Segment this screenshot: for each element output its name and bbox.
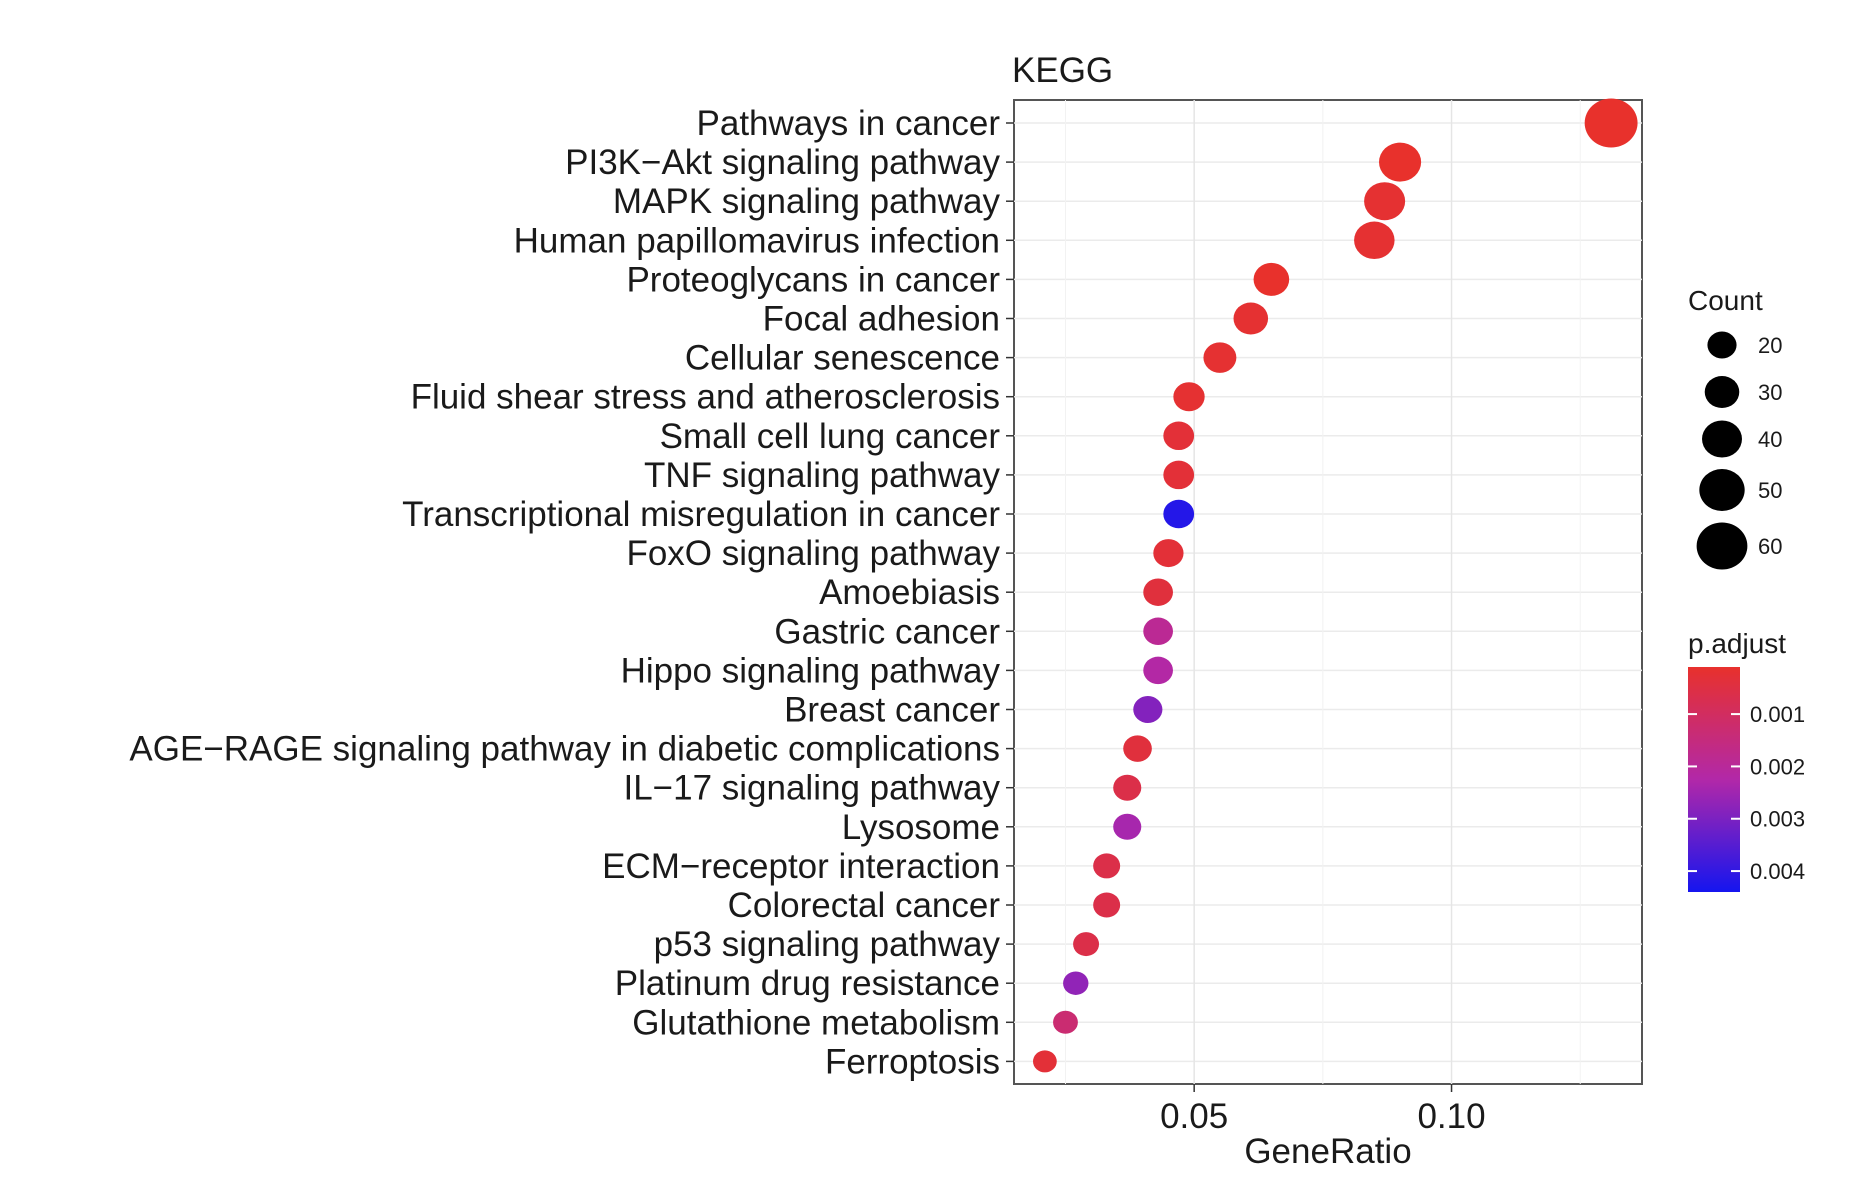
- y-tick-label: Platinum drug resistance: [615, 964, 1000, 1003]
- count-legend-label: 50: [1758, 478, 1782, 503]
- y-tick-label: Hippo signaling pathway: [621, 651, 1001, 690]
- y-tick-label: ECM−receptor interaction: [602, 847, 1000, 886]
- count-legend-dot: [1699, 469, 1745, 511]
- data-point: [1113, 813, 1142, 840]
- p-adjust-legend-title: p.adjust: [1688, 628, 1786, 659]
- count-legend-title: Count: [1688, 285, 1763, 316]
- data-point: [1173, 382, 1205, 412]
- x-axis: 0.05 0.10: [1160, 1084, 1486, 1136]
- data-point: [1163, 460, 1195, 490]
- y-tick-label: FoxO signaling pathway: [626, 534, 1000, 573]
- y-tick-label: Lysosome: [842, 808, 1000, 847]
- y-tick-label: p53 signaling pathway: [654, 925, 1001, 964]
- data-points: [1033, 98, 1638, 1073]
- y-tick-label: Gastric cancer: [774, 612, 1000, 651]
- count-legend-label: 60: [1758, 534, 1782, 559]
- count-legend-dot: [1704, 376, 1740, 408]
- data-point: [1354, 221, 1395, 260]
- x-tick-label: 0.05: [1160, 1097, 1228, 1136]
- data-point: [1584, 98, 1638, 148]
- y-tick-label: PI3K−Akt signaling pathway: [565, 143, 1000, 182]
- data-point: [1133, 696, 1163, 723]
- x-axis-label: GeneRatio: [1244, 1132, 1411, 1171]
- data-point: [1233, 302, 1269, 335]
- data-point: [1163, 499, 1195, 529]
- y-tick-label: IL−17 signaling pathway: [623, 769, 1000, 808]
- data-point: [1073, 932, 1100, 957]
- y-tick-label: Fluid shear stress and atherosclerosis: [411, 378, 1000, 417]
- data-point: [1123, 735, 1152, 762]
- p-adjust-tick-label: 0.003: [1750, 807, 1805, 832]
- data-point: [1364, 182, 1406, 221]
- y-tick-label: Glutathione metabolism: [632, 1003, 1000, 1042]
- y-tick-label: Ferroptosis: [825, 1042, 1000, 1081]
- data-point: [1163, 421, 1195, 451]
- p-adjust-tick-label: 0.001: [1750, 702, 1805, 727]
- data-point: [1143, 656, 1173, 685]
- y-tick-label: Breast cancer: [784, 691, 1000, 730]
- data-point: [1093, 892, 1121, 918]
- y-tick-label: Transcriptional misregulation in cancer: [402, 495, 1000, 534]
- y-tick-label: Proteoglycans in cancer: [626, 260, 1000, 299]
- count-legend-dot: [1702, 420, 1742, 458]
- y-tick-label: Colorectal cancer: [728, 886, 1001, 925]
- data-point: [1113, 774, 1142, 801]
- y-tick-label: AGE−RAGE signaling pathway in diabetic c…: [129, 730, 1000, 769]
- p-adjust-legend: p.adjust 0.001 0.002 0.003 0.004: [1688, 628, 1805, 892]
- data-point: [1143, 578, 1173, 606]
- count-legend-dot: [1707, 331, 1737, 359]
- data-point: [1053, 1010, 1078, 1034]
- count-legend-label: 40: [1758, 427, 1782, 452]
- chart-title: KEGG: [1012, 51, 1113, 90]
- p-adjust-tick-label: 0.004: [1750, 859, 1805, 884]
- y-tick-label: MAPK signaling pathway: [613, 182, 1001, 221]
- data-point: [1203, 342, 1237, 373]
- data-point: [1143, 617, 1173, 646]
- count-legend-dot: [1696, 522, 1748, 570]
- data-point: [1093, 853, 1121, 879]
- count-legend: Count 20 30 40 50 60: [1688, 285, 1782, 570]
- count-legend-label: 30: [1758, 380, 1782, 405]
- y-tick-label: Focal adhesion: [763, 300, 1000, 339]
- y-tick-label: TNF signaling pathway: [644, 456, 1000, 495]
- y-tick-label: Pathways in cancer: [697, 104, 1001, 143]
- data-point: [1153, 539, 1184, 568]
- y-tick-label: Cellular senescence: [685, 339, 1000, 378]
- data-point: [1033, 1050, 1057, 1073]
- data-point: [1063, 971, 1089, 995]
- p-adjust-colorbar: [1688, 667, 1740, 892]
- y-tick-label: Human papillomavirus infection: [514, 221, 1000, 260]
- x-tick-label: 0.10: [1417, 1097, 1485, 1136]
- data-point: [1253, 262, 1290, 296]
- p-adjust-tick-label: 0.002: [1750, 754, 1805, 779]
- count-legend-label: 20: [1758, 333, 1782, 358]
- y-tick-label: Small cell lung cancer: [660, 417, 1001, 456]
- y-tick-label: Amoebiasis: [819, 573, 1000, 612]
- data-point: [1379, 142, 1422, 182]
